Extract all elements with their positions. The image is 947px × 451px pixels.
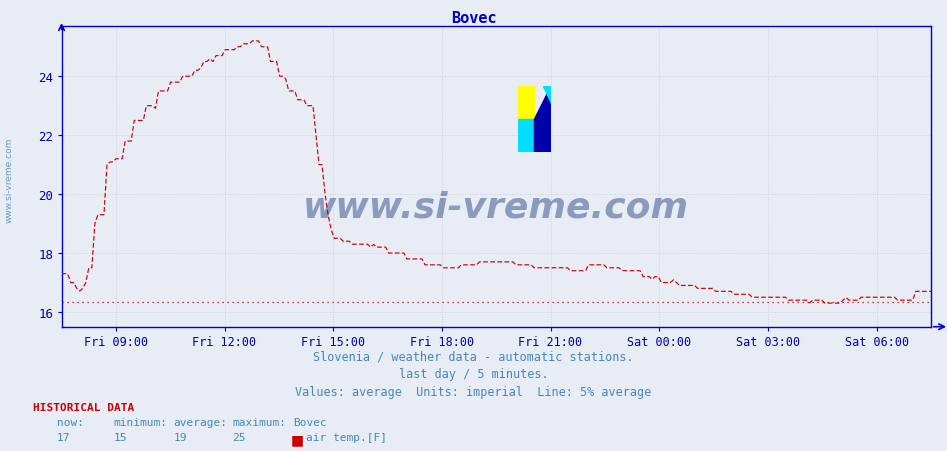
Bar	[518, 120, 534, 153]
Text: Slovenia / weather data - automatic stations.: Slovenia / weather data - automatic stat…	[313, 350, 634, 363]
Text: Bovec: Bovec	[294, 417, 328, 427]
Text: HISTORICAL DATA: HISTORICAL DATA	[33, 402, 134, 412]
Text: average:: average:	[173, 417, 227, 427]
Text: Bovec: Bovec	[451, 11, 496, 26]
Bar	[518, 87, 534, 120]
Text: Values: average  Units: imperial  Line: 5% average: Values: average Units: imperial Line: 5%…	[295, 386, 652, 399]
Text: 15: 15	[114, 432, 127, 442]
Text: ■: ■	[291, 432, 304, 446]
Text: air temp.[F]: air temp.[F]	[306, 432, 387, 442]
Text: minimum:: minimum:	[114, 417, 168, 427]
Text: 17: 17	[57, 432, 70, 442]
Text: now:: now:	[57, 417, 84, 427]
Text: last day / 5 minutes.: last day / 5 minutes.	[399, 368, 548, 381]
Text: 19: 19	[173, 432, 187, 442]
Polygon shape	[534, 87, 551, 153]
Text: 25: 25	[232, 432, 245, 442]
Text: www.si-vreme.com: www.si-vreme.com	[303, 190, 689, 224]
Polygon shape	[543, 87, 551, 104]
Text: maximum:: maximum:	[232, 417, 286, 427]
Text: www.si-vreme.com: www.si-vreme.com	[5, 138, 14, 223]
